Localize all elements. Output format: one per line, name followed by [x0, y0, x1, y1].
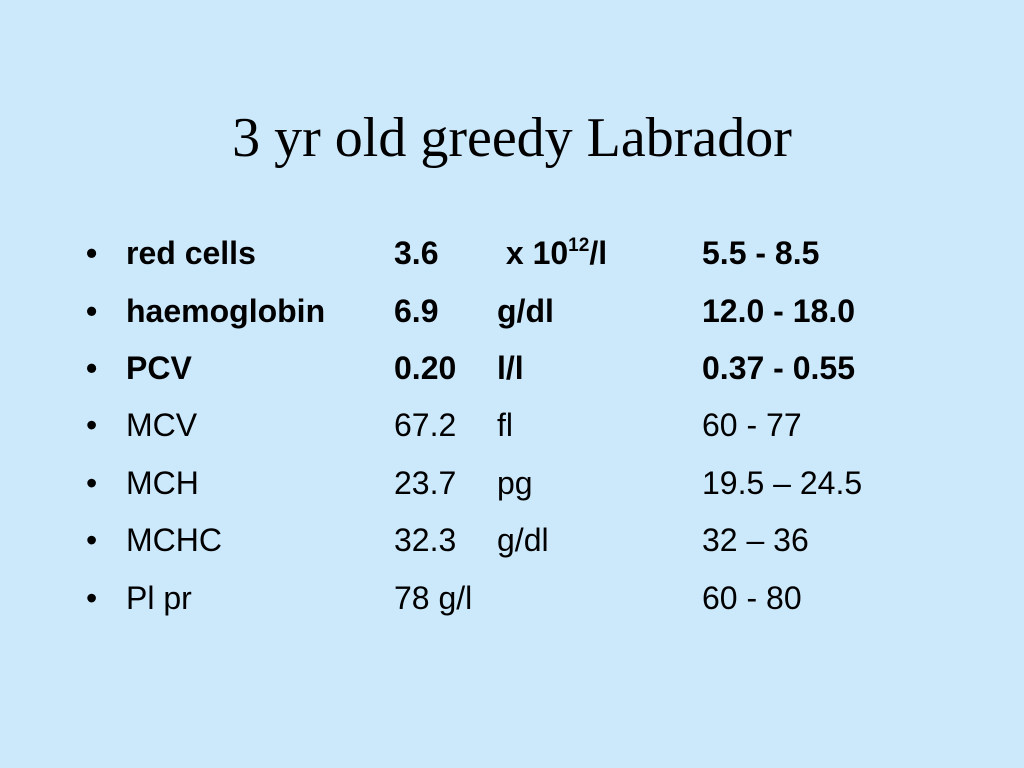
parameter-name: MCH	[126, 465, 199, 501]
bullet: •	[86, 522, 98, 558]
reference-range: 19.5 – 24.5	[702, 465, 863, 501]
result-value: 6.9	[394, 293, 439, 329]
bullet: •	[86, 465, 98, 501]
list-item-red-cells: • red cells 3.6 x 1012/l 5.5 - 8.5	[0, 229, 1024, 277]
reference-range: 12.0 - 18.0	[702, 293, 855, 329]
bullet: •	[86, 407, 98, 443]
reference-range: 60 - 80	[702, 580, 802, 616]
result-value: 23.7	[394, 465, 457, 501]
reference-range: 60 - 77	[702, 407, 802, 443]
reference-range: 32 – 36	[702, 522, 809, 558]
result-value: 0.20	[394, 350, 457, 386]
bullet: •	[86, 350, 98, 386]
list-item-plasma-protein: • Pl pr 78 g/l 60 - 80	[0, 574, 1024, 622]
result-unit: g/dl	[497, 293, 554, 329]
bullet: •	[86, 293, 98, 329]
parameter-name: Pl pr	[126, 580, 192, 616]
result-unit: x 1012/l	[497, 229, 607, 277]
parameter-name: MCHC	[126, 522, 222, 558]
reference-range: 5.5 - 8.5	[702, 235, 820, 271]
list-item-haemoglobin: • haemoglobin 6.9 g/dl 12.0 - 18.0	[0, 287, 1024, 335]
list-item-mchc: • MCHC 32.3 g/dl 32 – 36	[0, 516, 1024, 564]
slide-title: 3 yr old greedy Labrador	[232, 107, 792, 169]
result-unit: pg	[497, 465, 533, 501]
bullet: •	[86, 235, 98, 271]
result-unit: fl	[497, 407, 513, 443]
result-unit: l/l	[497, 350, 524, 386]
parameter-name: MCV	[126, 407, 198, 443]
unit-exponent: 12	[568, 235, 590, 256]
reference-range: 0.37 - 0.55	[702, 350, 855, 386]
result-value: 3.6	[394, 235, 439, 271]
unit-suffix: /l	[589, 235, 608, 271]
result-value: 78 g/l	[394, 580, 473, 616]
unit-base: x 10	[497, 235, 569, 271]
list-item-pcv: • PCV 0.20 l/l 0.37 - 0.55	[0, 344, 1024, 392]
list-item-mch: • MCH 23.7 pg 19.5 – 24.5	[0, 459, 1024, 507]
bullet: •	[86, 580, 98, 616]
result-value: 32.3	[394, 522, 457, 558]
parameter-name: red cells	[126, 235, 256, 271]
parameter-name: PCV	[126, 350, 192, 386]
parameter-name: haemoglobin	[126, 293, 326, 329]
result-value: 67.2	[394, 407, 457, 443]
result-unit: g/dl	[497, 522, 549, 558]
list-item-mcv: • MCV 67.2 fl 60 - 77	[0, 401, 1024, 449]
